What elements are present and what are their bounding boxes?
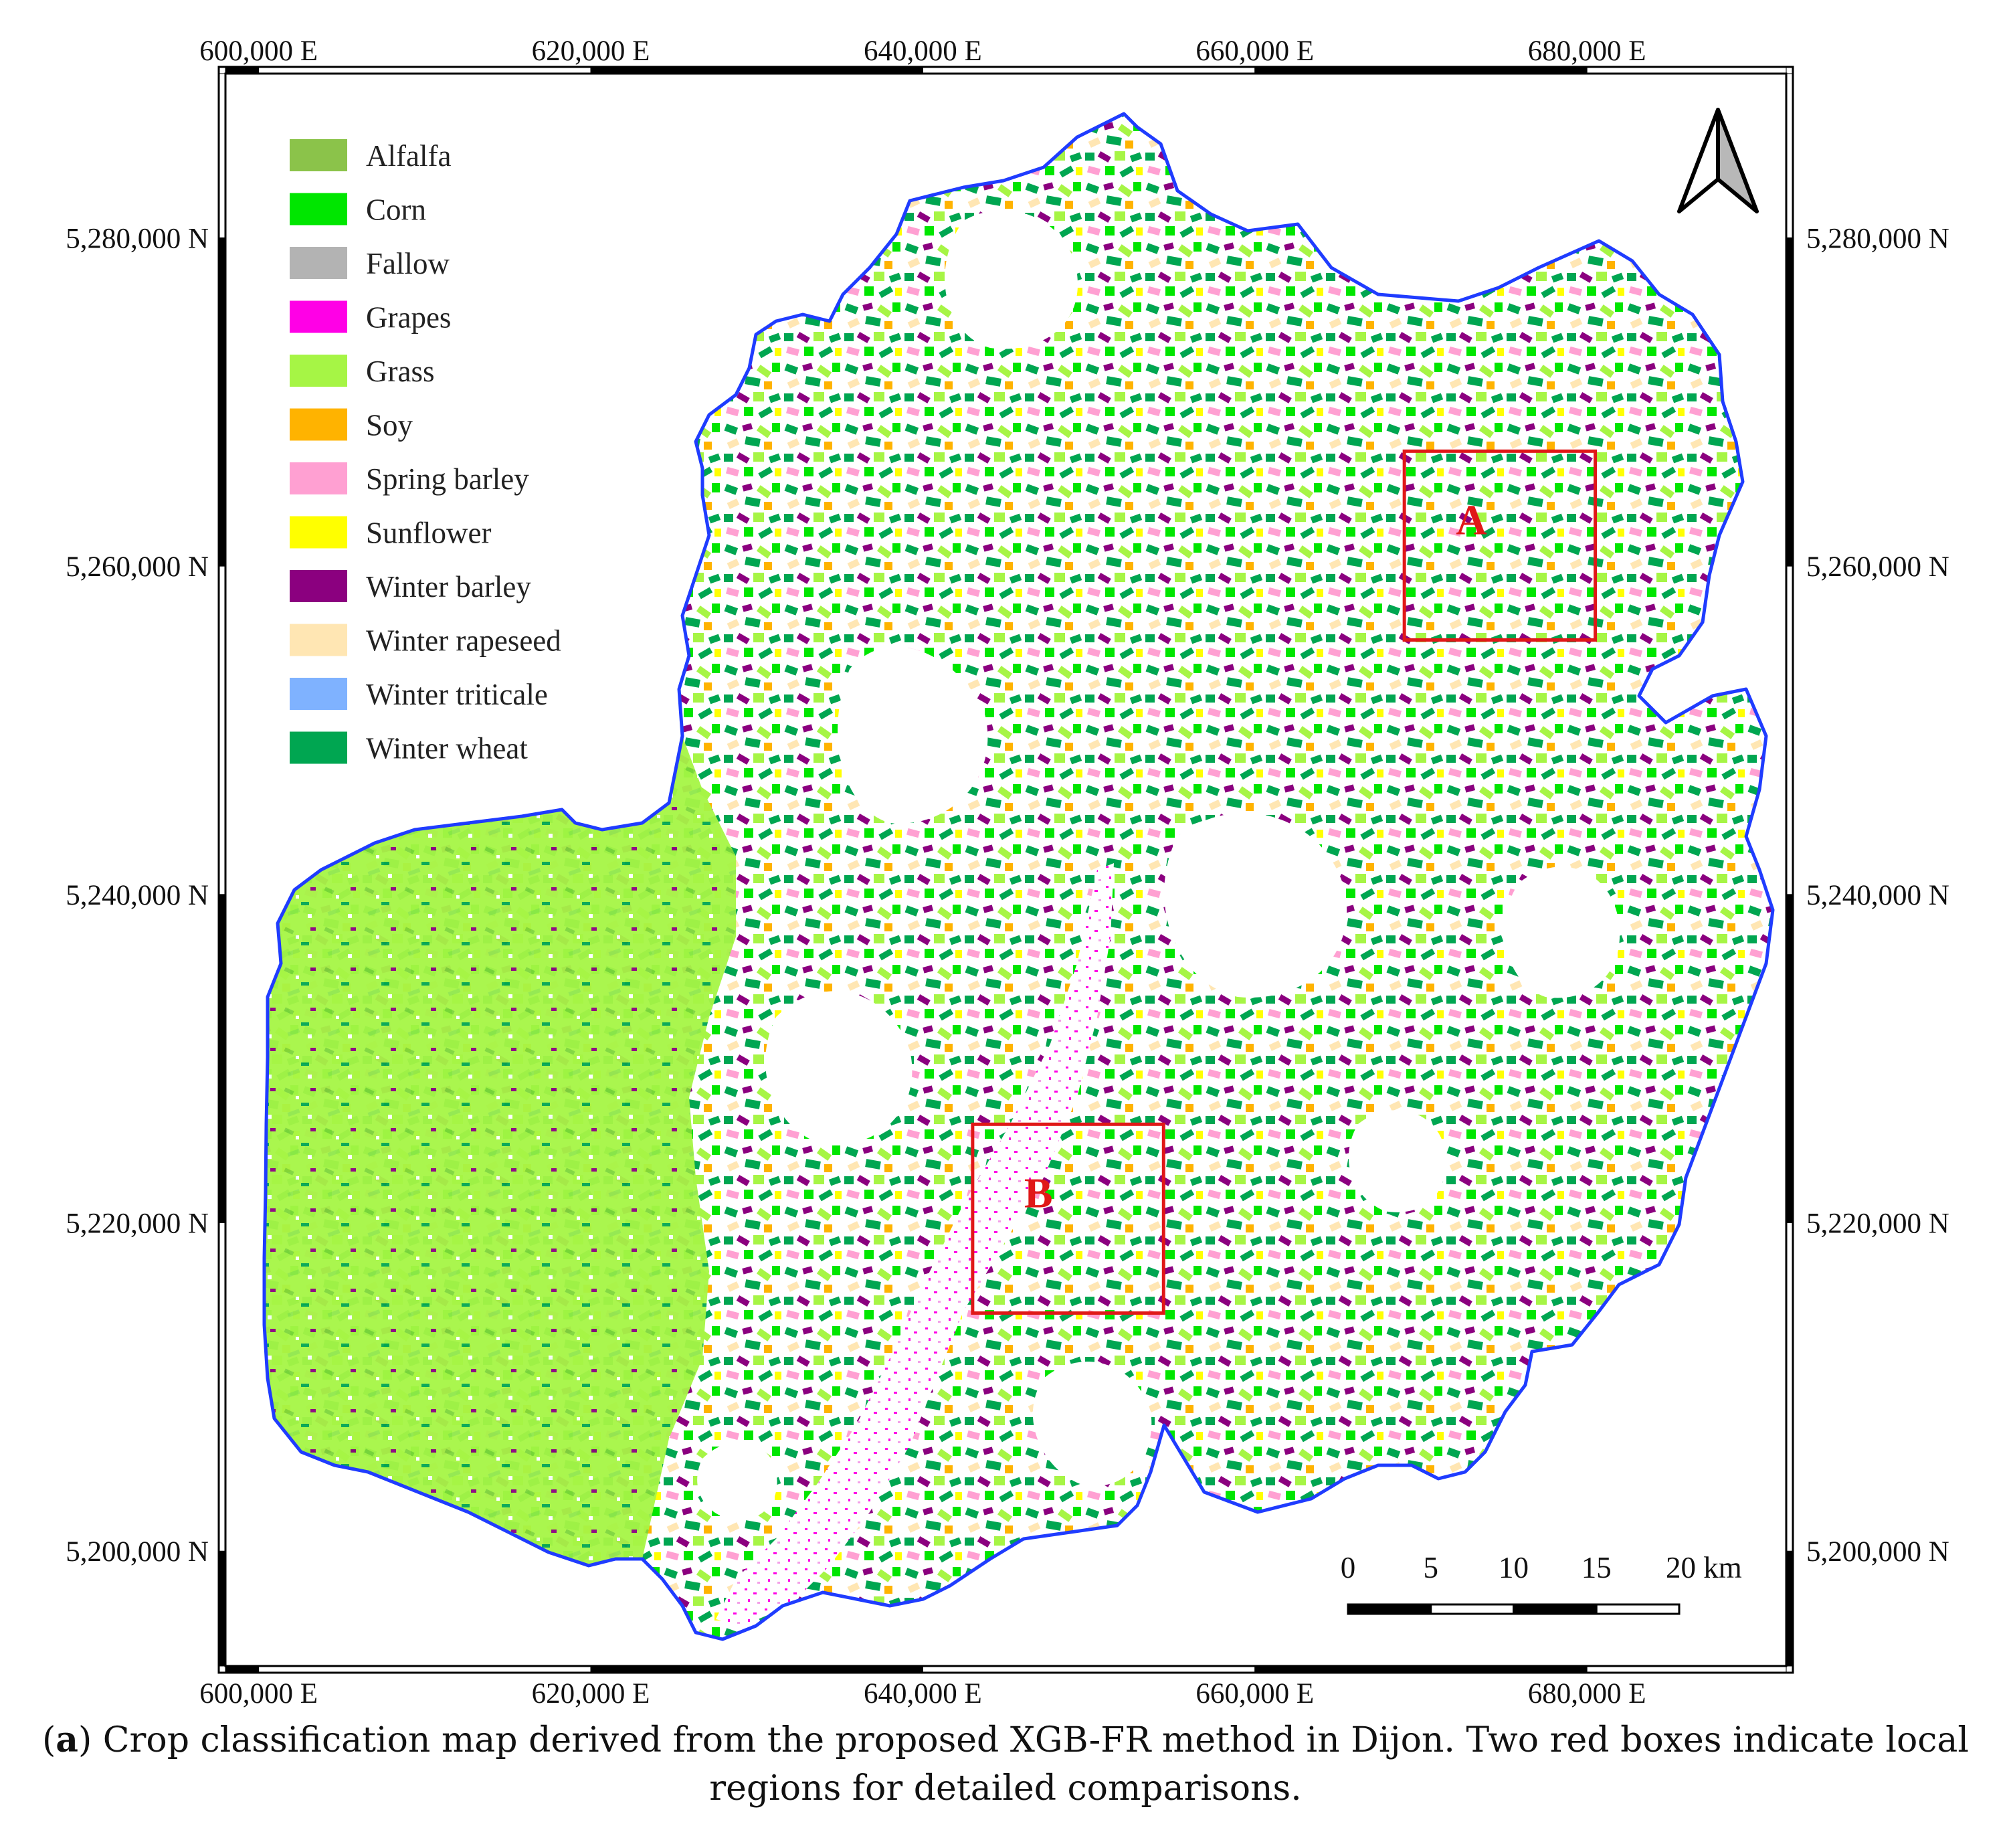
caption-letter: a: [56, 1720, 78, 1760]
caption-text: ) Crop classification map derived from t…: [78, 1720, 1970, 1809]
caption-prefix: (: [41, 1720, 56, 1760]
comparison-regions: AB: [971, 449, 1598, 1315]
scale-segment: [1595, 1603, 1681, 1615]
y-tick-label-left: 5,280,000 N: [66, 223, 209, 254]
x-tick-label-top: 620,000 E: [532, 35, 650, 67]
crop-classification-map: 600,000 E 600,000 E 620,000 E 620,000 E 640,…: [66, 35, 1949, 1710]
coordinate-labels: 600,000 E 600,000 E 620,000 E 620,000 E 640,…: [66, 35, 1949, 1710]
y-tick-label-right: 5,260,000 N: [1806, 551, 1949, 583]
x-tick-label-bottom: 680,000 E: [1528, 1678, 1646, 1710]
legend-item: Winter rapeseed: [290, 624, 561, 658]
region-a: A: [1402, 449, 1598, 642]
legend-label: Alfalfa: [366, 139, 451, 173]
legend-label: Sunflower: [366, 517, 491, 550]
legend-swatch: [290, 570, 347, 602]
legend-swatch: [290, 408, 347, 441]
legend: Alfalfa Corn Fallow Grapes Grass Soy Spring ba…: [290, 139, 561, 765]
scale-segment: [1430, 1603, 1515, 1615]
y-tick-label-left: 5,260,000 N: [66, 551, 209, 583]
legend-item: Spring barley: [290, 462, 529, 496]
legend-item: Winter wheat: [290, 731, 528, 765]
legend-label: Corn: [366, 193, 426, 227]
legend-swatch: [290, 247, 347, 279]
legend-item: Soy: [290, 408, 413, 442]
legend-swatch: [290, 462, 347, 494]
legend-item: Alfalfa: [290, 139, 451, 173]
legend-label: Winter barley: [366, 570, 531, 604]
x-tick-label-top: 680,000 E: [1528, 35, 1646, 67]
y-tick-label-left: 5,200,000 N: [66, 1536, 209, 1568]
y-tick-label-right: 5,220,000 N: [1806, 1208, 1949, 1240]
legend-swatch: [290, 355, 347, 387]
legend-item: Winter triticale: [290, 678, 548, 711]
scale-label: 10: [1499, 1551, 1529, 1584]
scale-segment: [1513, 1603, 1598, 1615]
legend-label: Soy: [366, 409, 413, 442]
y-tick-label-right: 5,200,000 N: [1806, 1536, 1949, 1568]
legend-label: Spring barley: [366, 462, 529, 496]
region-b: B: [971, 1122, 1165, 1315]
scale-bar: 0 5 10 15 20 km: [1341, 1551, 1742, 1615]
x-tick-label-top: 600,000 E: [199, 35, 318, 67]
legend-swatch: [290, 731, 347, 764]
y-tick-label-left: 5,220,000 N: [66, 1208, 209, 1240]
north-arrow-icon: [1677, 108, 1759, 213]
scale-segment: [1347, 1603, 1432, 1615]
region-box: [971, 1122, 1165, 1315]
y-tick-label-right: 5,280,000 N: [1806, 223, 1949, 254]
legend-swatch: [290, 300, 347, 333]
region-label: A: [1456, 496, 1487, 543]
x-tick-label-bottom: 660,000 E: [1195, 1678, 1314, 1710]
legend-label: Grapes: [366, 301, 451, 335]
legend-label: Winter wheat: [366, 732, 528, 765]
figure-caption: (a) Crop classification map derived from…: [0, 1716, 2011, 1813]
x-tick-label-top: 660,000 E: [1195, 35, 1314, 67]
legend-swatch: [290, 139, 347, 171]
legend-item: Winter barley: [290, 570, 531, 604]
legend-item: Grass: [290, 355, 434, 388]
legend-item: Sunflower: [290, 516, 491, 550]
y-tick-label-right: 5,240,000 N: [1806, 880, 1949, 911]
scale-label: 15: [1582, 1551, 1612, 1584]
x-tick-label-bottom: 600,000 E: [199, 1678, 318, 1710]
legend-label: Grass: [366, 355, 434, 388]
legend-swatch: [290, 516, 347, 549]
x-tick-label-bottom: 640,000 E: [864, 1678, 982, 1710]
x-tick-label-bottom: 620,000 E: [532, 1678, 650, 1710]
legend-label: Winter rapeseed: [366, 624, 561, 658]
legend-swatch: [290, 193, 347, 225]
legend-swatch: [290, 624, 347, 656]
region-label: B: [1024, 1169, 1053, 1216]
legend-item: Fallow: [290, 247, 450, 280]
region-box: [1402, 449, 1598, 642]
legend-item: Grapes: [290, 300, 451, 335]
legend-item: Corn: [290, 193, 426, 227]
map-area: [262, 112, 1775, 1641]
scale-label-end: 20 km: [1666, 1551, 1742, 1584]
scale-label: 0: [1341, 1551, 1356, 1584]
legend-swatch: [290, 678, 347, 710]
legend-label: Winter triticale: [366, 678, 548, 711]
x-tick-label-top: 640,000 E: [864, 35, 982, 67]
scale-label: 5: [1424, 1551, 1439, 1584]
legend-label: Fallow: [366, 247, 450, 280]
y-tick-label-left: 5,240,000 N: [66, 880, 209, 911]
